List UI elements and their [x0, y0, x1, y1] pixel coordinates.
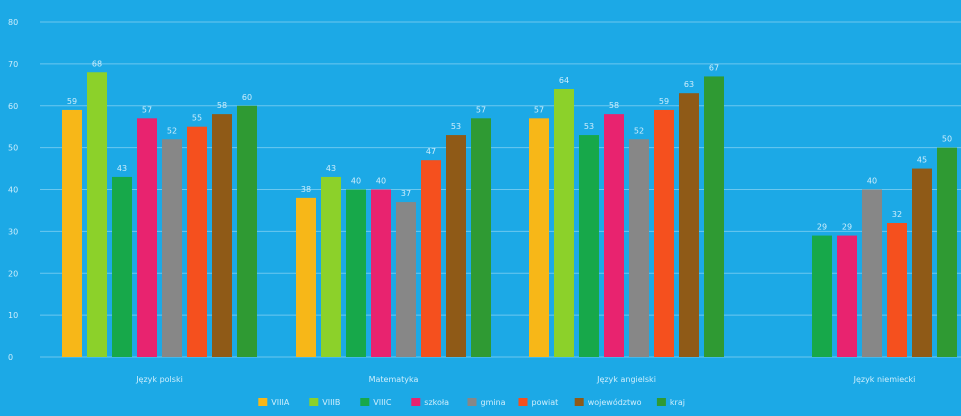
bar [62, 109, 82, 357]
legend-label: VIIIA [271, 398, 290, 407]
bar [162, 139, 182, 357]
bar [579, 135, 599, 357]
data-label: 53 [451, 122, 461, 131]
bar [887, 223, 907, 357]
data-label: 68 [92, 59, 102, 68]
bar [212, 114, 232, 357]
bar [296, 197, 316, 357]
legend-label: szkoła [424, 398, 449, 407]
data-label: 37 [401, 189, 411, 198]
y-tick-label: 20 [8, 269, 18, 278]
category-label: Matematyka [369, 375, 419, 384]
data-label: 57 [534, 105, 544, 114]
data-label: 58 [609, 101, 619, 110]
bar [446, 135, 466, 357]
y-tick-label: 30 [8, 227, 18, 236]
bar [937, 147, 957, 357]
bar [87, 72, 107, 357]
bar [112, 176, 132, 357]
bar [237, 105, 257, 357]
data-label: 59 [659, 97, 669, 106]
legend-swatch [411, 398, 421, 406]
legend-swatch [360, 398, 370, 406]
legend-label: VIIIB [322, 398, 340, 407]
data-label: 40 [867, 177, 877, 186]
y-tick-label: 10 [8, 311, 18, 320]
y-tick-label: 0 [8, 353, 13, 362]
data-label: 32 [892, 210, 902, 219]
data-label: 60 [242, 93, 252, 102]
data-label: 58 [217, 101, 227, 110]
legend-label: gmina [481, 398, 506, 407]
bar [346, 189, 366, 357]
data-label: 29 [817, 223, 827, 232]
bar [396, 202, 416, 357]
bar [704, 76, 724, 357]
bar [371, 189, 391, 357]
bar [529, 118, 549, 357]
bar [321, 176, 341, 357]
legend-swatch [258, 398, 268, 406]
bar [554, 89, 574, 357]
y-tick-label: 70 [8, 60, 18, 69]
y-tick-label: 80 [8, 18, 18, 27]
bar [471, 118, 491, 357]
data-label: 57 [142, 105, 152, 114]
data-label: 57 [476, 105, 486, 114]
category-label: Język niemiecki [853, 375, 916, 384]
bar [421, 160, 441, 357]
bar [679, 93, 699, 357]
bar [137, 118, 157, 357]
data-label: 47 [426, 147, 436, 156]
bar [187, 126, 207, 357]
legend-swatch [518, 398, 528, 406]
bar [837, 235, 857, 357]
legend-label: powiat [532, 398, 559, 407]
data-label: 43 [117, 164, 127, 173]
data-label: 29 [842, 223, 852, 232]
legend-swatch [574, 398, 584, 406]
bar [812, 235, 832, 357]
data-label: 53 [584, 122, 594, 131]
category-label: Język polski [135, 375, 183, 384]
data-label: 38 [301, 185, 311, 194]
bar [629, 139, 649, 357]
legend-label: województwo [588, 397, 642, 407]
data-label: 67 [709, 63, 719, 72]
category-label: Język angielski [596, 375, 656, 384]
data-label: 59 [67, 97, 77, 106]
data-label: 52 [167, 126, 177, 135]
data-label: 63 [684, 80, 694, 89]
data-label: 43 [326, 164, 336, 173]
data-label: 50 [942, 135, 952, 144]
legend-swatch [467, 398, 477, 406]
legend-label: VIIIC [373, 398, 392, 407]
data-label: 52 [634, 126, 644, 135]
data-label: 64 [559, 76, 569, 85]
legend-swatch [656, 398, 666, 406]
data-label: 45 [917, 156, 927, 165]
legend-label: kraj [670, 398, 685, 407]
y-tick-label: 50 [8, 144, 18, 153]
bar [862, 189, 882, 357]
y-tick-label: 40 [8, 186, 18, 195]
data-label: 40 [376, 177, 386, 186]
bar [604, 114, 624, 357]
bar [654, 109, 674, 357]
data-label: 55 [192, 114, 202, 123]
bar [912, 168, 932, 357]
y-tick-label: 60 [8, 102, 18, 111]
legend-swatch [309, 398, 319, 406]
data-label: 40 [351, 177, 361, 186]
